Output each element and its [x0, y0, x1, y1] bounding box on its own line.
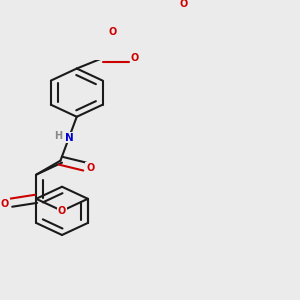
- Text: O: O: [1, 199, 9, 208]
- Text: O: O: [86, 163, 94, 173]
- Text: H: H: [54, 131, 62, 141]
- Text: O: O: [58, 206, 66, 216]
- Text: O: O: [131, 53, 139, 63]
- Text: O: O: [108, 27, 116, 38]
- Text: N: N: [64, 133, 74, 142]
- Text: O: O: [180, 0, 188, 9]
